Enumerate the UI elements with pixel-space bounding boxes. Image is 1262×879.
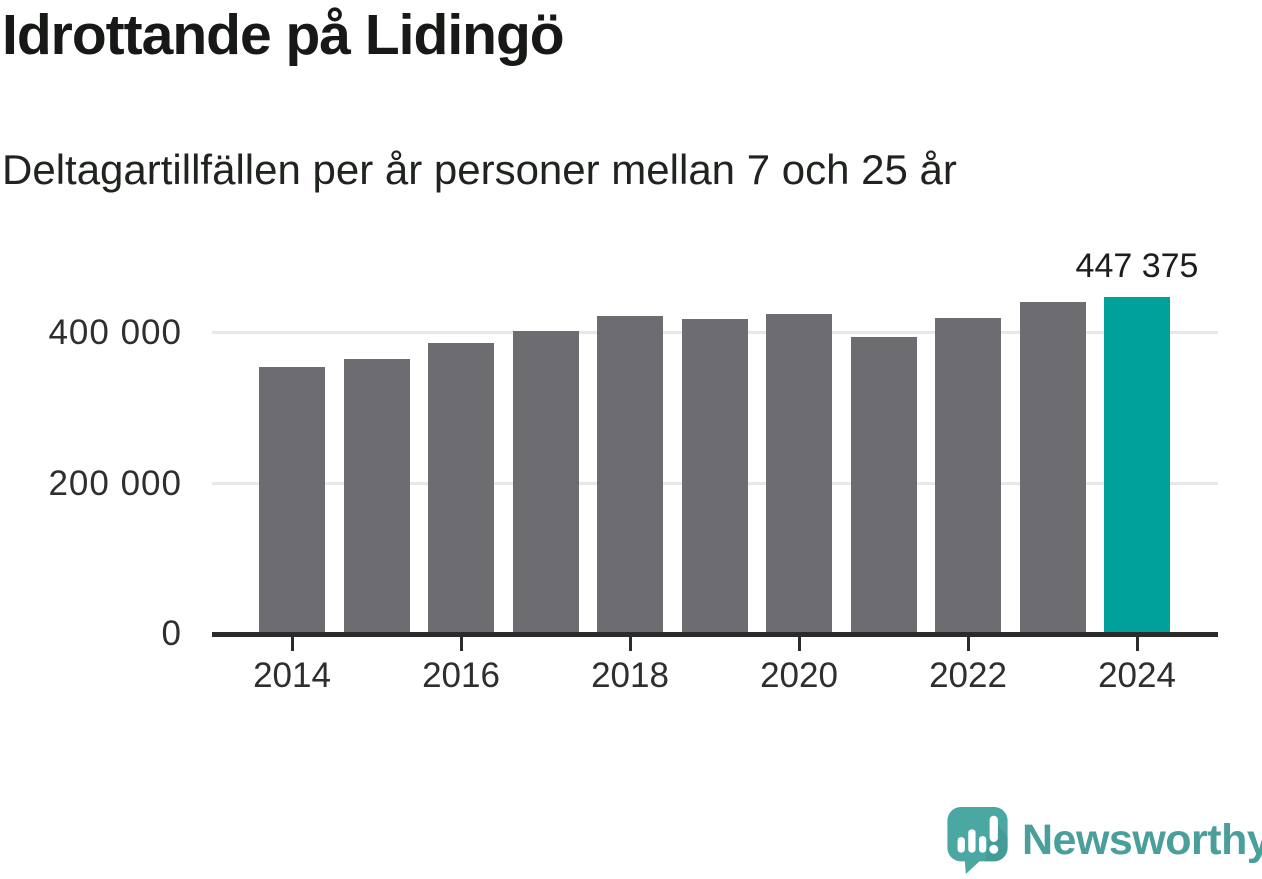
x-axis-tick	[628, 637, 632, 651]
bar	[343, 358, 410, 634]
x-axis-tick	[966, 637, 970, 651]
y-axis-tick-label: 0	[161, 614, 182, 653]
x-axis-tick-label: 2016	[422, 656, 500, 695]
y-axis-tick-label: 400 000	[48, 312, 182, 352]
bar-highlighted	[1104, 297, 1170, 634]
newsworthy-wordmark: Newsworthy	[1022, 815, 1262, 864]
bar	[512, 330, 579, 634]
bar	[935, 317, 1001, 634]
bar	[259, 366, 325, 634]
x-axis-line	[212, 632, 1218, 637]
page-title: Idrottande på Lidingö	[2, 3, 565, 67]
x-axis-tick-label: 2018	[591, 656, 669, 695]
x-axis-tick	[797, 637, 801, 651]
newsworthy-logo[interactable]: Newsworthy	[946, 806, 1262, 874]
bar-chart-speech-bubble-icon	[946, 806, 1009, 874]
x-axis-tick	[290, 637, 294, 651]
x-axis-tick	[1135, 637, 1139, 651]
bar	[1019, 302, 1086, 634]
bar	[850, 336, 917, 634]
bar	[428, 343, 494, 634]
bar	[597, 316, 663, 634]
x-axis-tick-label: 2024	[1098, 656, 1176, 695]
x-axis-tick-label: 2022	[929, 656, 1007, 695]
x-axis-tick-label: 2014	[253, 656, 331, 695]
highlighted-value-label: 447 375	[1075, 247, 1199, 286]
bar	[681, 318, 748, 634]
page-subtitle: Deltagartillfällen per år personer mella…	[2, 146, 957, 193]
y-axis-tick-label: 200 000	[48, 463, 182, 503]
x-axis-tick-label: 2020	[760, 656, 838, 695]
x-axis-tick	[459, 637, 463, 651]
bar	[766, 314, 832, 634]
